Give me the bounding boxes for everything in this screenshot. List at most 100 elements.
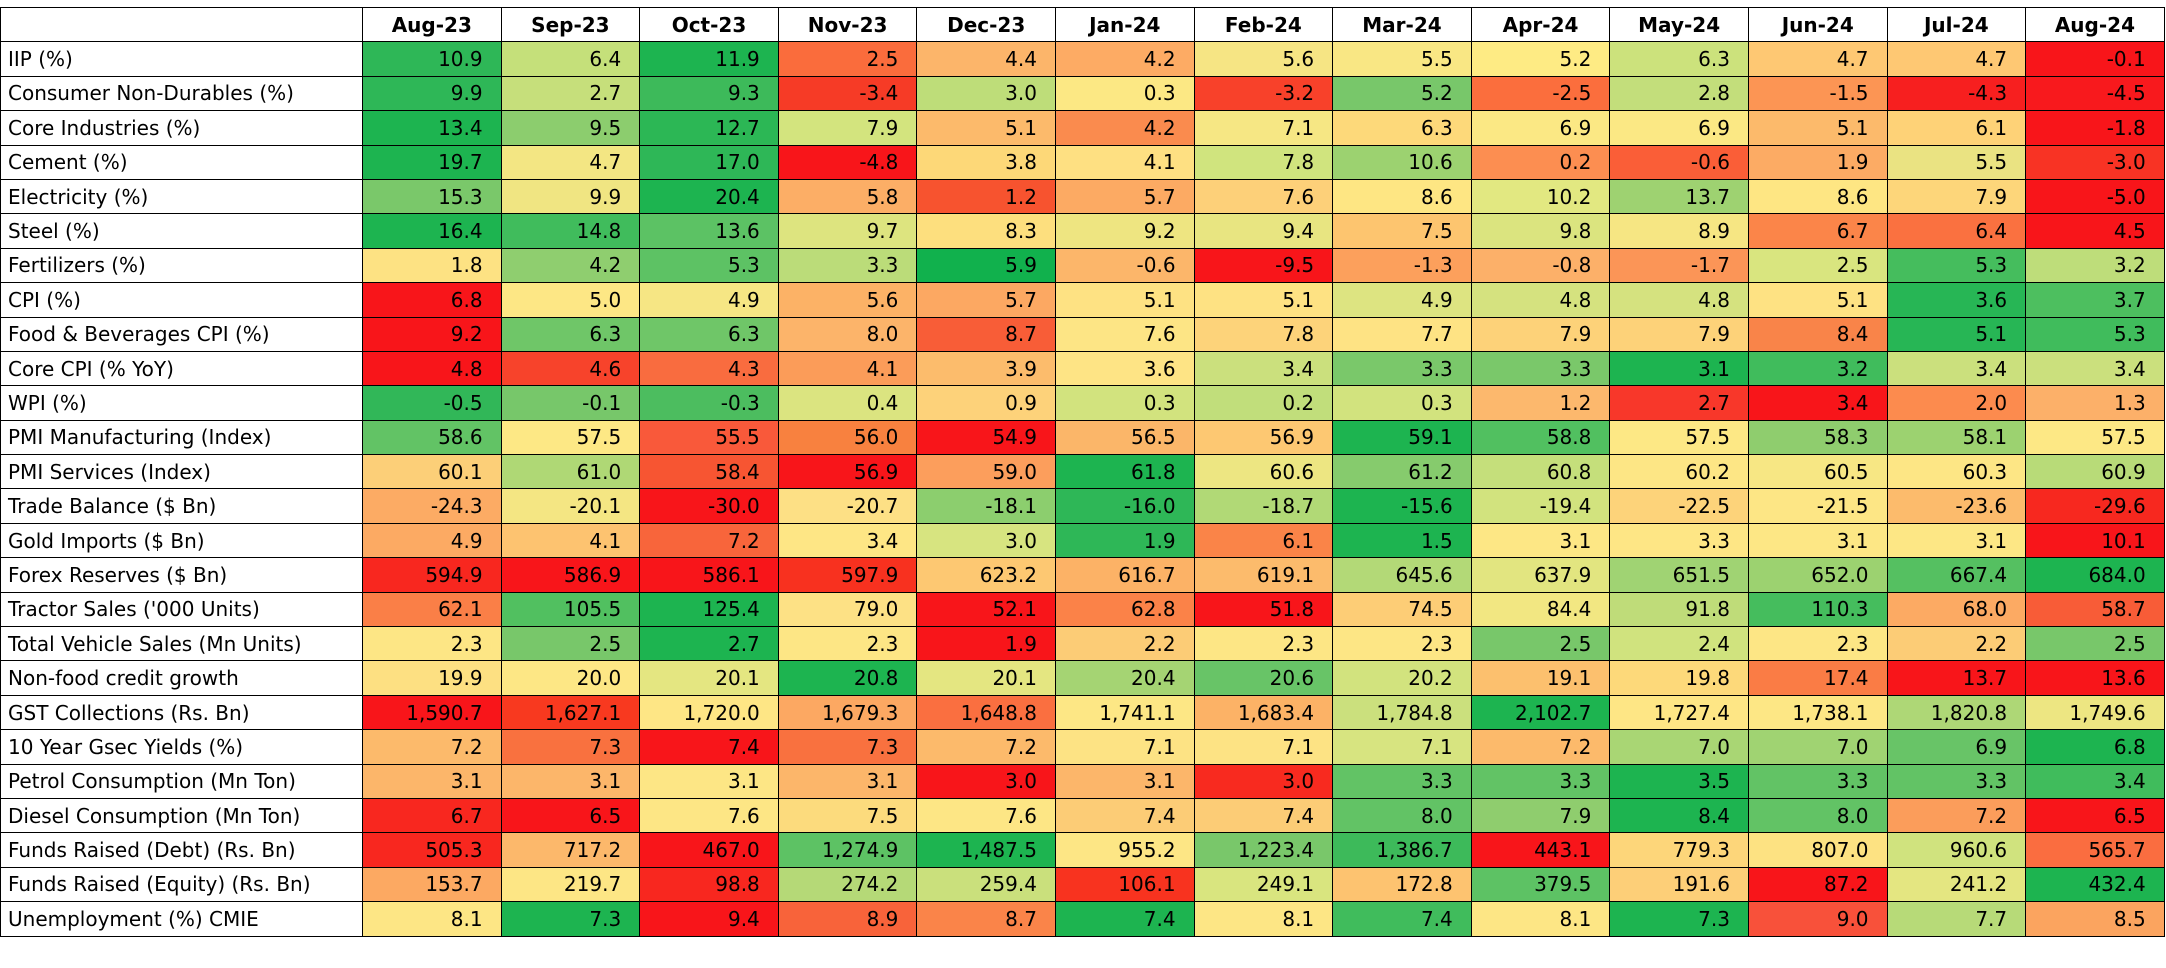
value-cell: 191.6 <box>1609 866 1749 903</box>
value-cell: 7.1 <box>1193 110 1334 146</box>
value-cell: 8.0 <box>1332 797 1472 834</box>
value-cell: 58.7 <box>2025 591 2165 628</box>
table-row: Total Vehicle Sales (Mn Units) 2.3 2.5 2.7 2… <box>0 626 2165 662</box>
value-cell: 9.7 <box>777 213 918 249</box>
value-cell: 3.1 <box>1470 522 1611 559</box>
value-cell: 7.4 <box>1193 797 1334 834</box>
value-cell: 56.0 <box>777 419 918 456</box>
value-cell: 4.1 <box>1054 144 1195 180</box>
value-cell: 13.4 <box>362 110 502 146</box>
value-cell: 19.7 <box>362 144 502 180</box>
table-row: Cement (%) 19.7 4.7 17.0 -4.8 3.8 4.1 7.8 10.6 0.… <box>0 144 2165 180</box>
corner-cell <box>0 6 363 43</box>
value-cell: 586.9 <box>500 557 641 593</box>
value-cell: 98.8 <box>639 866 779 903</box>
value-cell: 7.0 <box>1747 729 1888 765</box>
value-cell: 7.7 <box>1332 316 1472 352</box>
value-cell: 8.4 <box>1609 797 1749 834</box>
value-cell: 3.0 <box>916 522 1056 559</box>
value-cell: 637.9 <box>1470 557 1611 593</box>
value-cell: 467.0 <box>639 832 779 868</box>
value-cell: 8.4 <box>1747 316 1888 352</box>
value-cell: 6.1 <box>1193 522 1334 559</box>
row-label: Steel (%) <box>0 213 363 249</box>
value-cell: 4.5 <box>2025 213 2165 249</box>
value-cell: 4.7 <box>1886 41 2027 77</box>
value-cell: 1.9 <box>1747 144 1888 180</box>
value-cell: 7.7 <box>1886 901 2027 937</box>
value-cell: 3.6 <box>1054 350 1195 387</box>
table-row: Consumer Non-Durables (%) 9.9 2.7 9.3 -3.4 3.… <box>0 75 2165 112</box>
value-cell: 1.2 <box>1470 385 1611 421</box>
month-header: Aug-24 <box>2025 6 2165 43</box>
value-cell: 62.1 <box>362 591 502 628</box>
value-cell: 7.9 <box>1886 178 2027 215</box>
value-cell: 59.0 <box>916 454 1056 490</box>
value-cell: 5.3 <box>2025 316 2165 352</box>
value-cell: 0.3 <box>1054 75 1195 112</box>
value-cell: 3.3 <box>1609 522 1749 559</box>
value-cell: 7.4 <box>1332 901 1472 937</box>
value-cell: -0.6 <box>1054 247 1195 284</box>
row-label: WPI (%) <box>0 385 363 421</box>
value-cell: 3.3 <box>1332 763 1472 799</box>
value-cell: 7.3 <box>500 901 641 937</box>
row-label: 10 Year Gsec Yields (%) <box>0 729 363 765</box>
value-cell: 9.4 <box>639 901 779 937</box>
value-cell: 1,738.1 <box>1747 694 1888 731</box>
value-cell: 15.3 <box>362 178 502 215</box>
value-cell: 2.3 <box>1193 626 1334 662</box>
value-cell: 6.4 <box>1886 213 2027 249</box>
value-cell: 7.4 <box>1054 797 1195 834</box>
value-cell: 60.9 <box>2025 454 2165 490</box>
value-cell: 3.3 <box>1332 350 1472 387</box>
value-cell: 56.9 <box>777 454 918 490</box>
value-cell: 58.8 <box>1470 419 1611 456</box>
value-cell: 57.5 <box>1609 419 1749 456</box>
value-cell: 7.1 <box>1054 729 1195 765</box>
value-cell: 9.2 <box>362 316 502 352</box>
value-cell: 717.2 <box>500 832 641 868</box>
value-cell: 5.6 <box>1193 41 1334 77</box>
value-cell: 8.5 <box>2025 901 2165 937</box>
value-cell: 14.8 <box>500 213 641 249</box>
value-cell: -4.8 <box>777 144 918 180</box>
value-cell: 13.7 <box>1886 660 2027 696</box>
value-cell: 2.8 <box>1609 75 1749 112</box>
value-cell: 4.9 <box>1332 282 1472 318</box>
value-cell: 6.3 <box>500 316 641 352</box>
value-cell: 3.8 <box>916 144 1056 180</box>
value-cell: 16.4 <box>362 213 502 249</box>
table-row: WPI (%) -0.5 -0.1 -0.3 0.4 0.9 0.3 0.2 0.3 1.2 2.7… <box>0 385 2165 421</box>
value-cell: 8.6 <box>1747 178 1888 215</box>
value-cell: 13.6 <box>2025 660 2165 696</box>
value-cell: 20.1 <box>639 660 779 696</box>
value-cell: 2.7 <box>500 75 641 112</box>
value-cell: 7.4 <box>639 729 779 765</box>
value-cell: 565.7 <box>2025 832 2165 868</box>
value-cell: 0.2 <box>1193 385 1334 421</box>
value-cell: 7.9 <box>1470 797 1611 834</box>
value-cell: 5.1 <box>1747 282 1888 318</box>
row-label: Trade Balance ($ Bn) <box>0 488 363 524</box>
table-row: Non-food credit growth 19.9 20.0 20.1 20.8 20… <box>0 660 2165 696</box>
value-cell: 8.0 <box>777 316 918 352</box>
value-cell: 667.4 <box>1886 557 2027 593</box>
value-cell: 11.9 <box>639 41 779 77</box>
value-cell: 6.8 <box>362 282 502 318</box>
value-cell: 2.5 <box>2025 626 2165 662</box>
value-cell: 1,727.4 <box>1609 694 1749 731</box>
value-cell: 5.1 <box>1054 282 1195 318</box>
value-cell: -0.3 <box>639 385 779 421</box>
table-row: Steel (%) 16.4 14.8 13.6 9.7 8.3 9.2 9.4 7.5 9.8 8… <box>0 213 2165 249</box>
value-cell: 84.4 <box>1470 591 1611 628</box>
month-header: Feb-24 <box>1193 6 1334 43</box>
value-cell: 5.0 <box>500 282 641 318</box>
value-cell: 3.1 <box>777 763 918 799</box>
value-cell: 651.5 <box>1609 557 1749 593</box>
value-cell: 2.5 <box>500 626 641 662</box>
value-cell: 7.9 <box>1609 316 1749 352</box>
value-cell: 6.5 <box>2025 797 2165 834</box>
value-cell: -30.0 <box>639 488 779 524</box>
value-cell: 62.8 <box>1054 591 1195 628</box>
